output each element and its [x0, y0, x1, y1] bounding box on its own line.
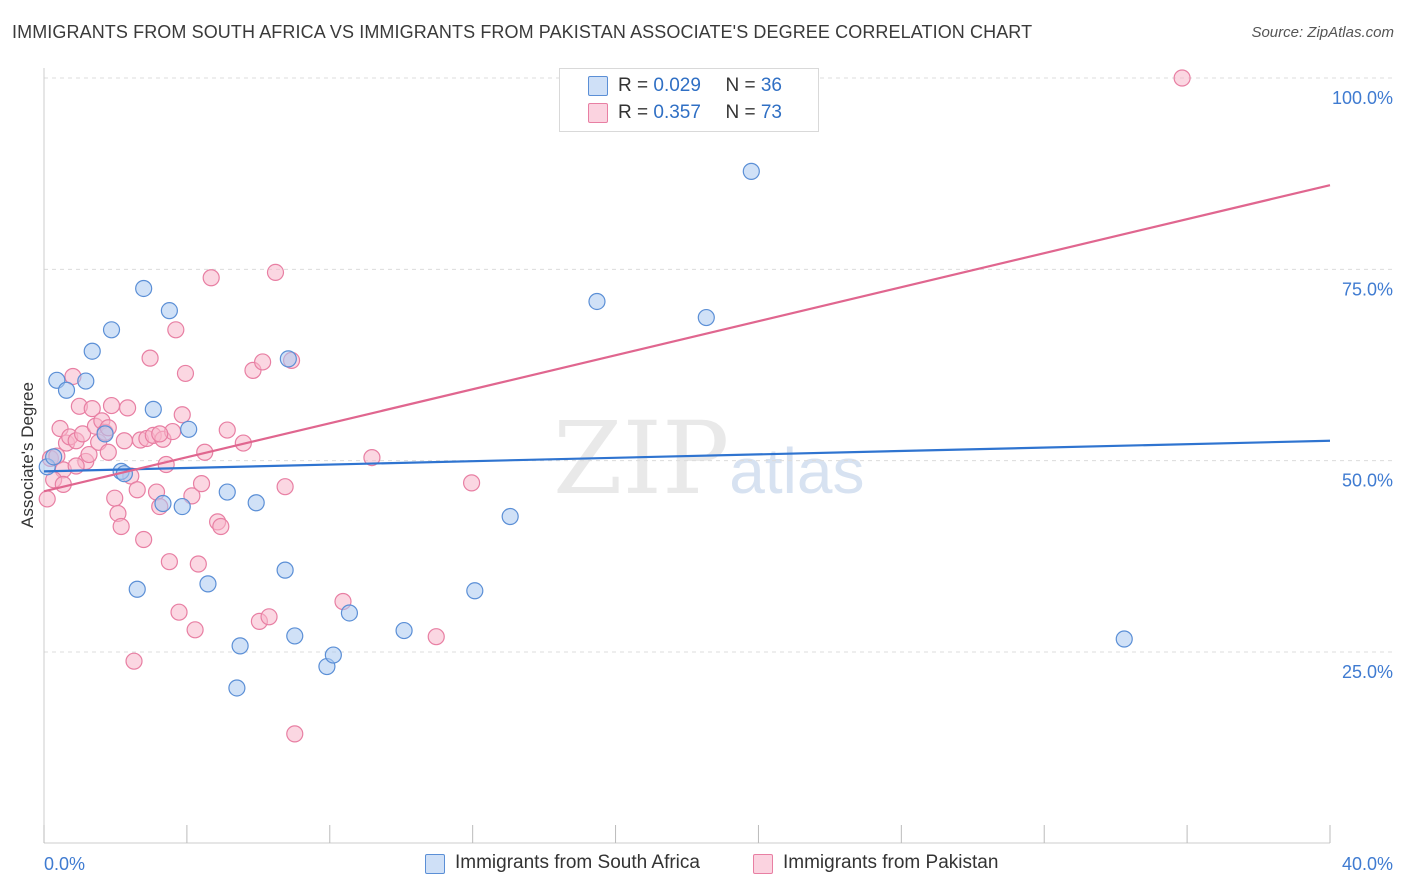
pakistan-point	[183, 487, 201, 505]
south-africa-r-value: 0.029	[653, 75, 701, 96]
pakistan-point	[286, 725, 304, 743]
south-africa-point	[57, 381, 76, 399]
pakistan-point	[260, 608, 278, 626]
pakistan-point	[102, 396, 121, 415]
pakistan-point	[186, 621, 204, 639]
pakistan-point	[202, 269, 220, 287]
pakistan-point	[363, 449, 381, 467]
pakistan-point	[99, 443, 117, 461]
south-africa-point	[228, 679, 246, 697]
pakistan-point	[160, 553, 178, 571]
pakistan-point	[276, 478, 294, 496]
pakistan-point	[125, 652, 143, 670]
pakistan-n-value: 73	[760, 102, 782, 123]
y-tick-label-75: 75.0%	[1342, 279, 1393, 299]
bottom-legend-south-africa-label: Immigrants from South Africa	[455, 852, 700, 873]
south-africa-point	[45, 448, 63, 466]
south-africa-point	[77, 372, 95, 390]
pakistan-point	[167, 321, 185, 339]
watermark-atlas: atlas	[729, 435, 865, 507]
pakistan-r-value: 0.357	[653, 102, 701, 123]
south-africa-point	[742, 162, 760, 180]
south-africa-point	[286, 627, 304, 645]
south-africa-point	[218, 483, 236, 501]
pakistan-point	[212, 517, 230, 536]
bottom-legend-pakistan-label: Immigrants from Pakistan	[783, 852, 999, 873]
south-africa-point	[180, 420, 198, 438]
south-africa-point	[96, 425, 114, 443]
south-africa-point	[135, 279, 153, 298]
pakistan-point	[73, 425, 92, 443]
south-africa-point	[154, 494, 172, 513]
pakistan-point	[106, 489, 124, 507]
south-africa-point	[1115, 630, 1133, 648]
pakistan-swatch	[588, 103, 608, 123]
south-africa-n-label: N =	[725, 75, 761, 96]
pakistan-point	[115, 432, 133, 450]
south-africa-point	[395, 621, 413, 640]
x-tick-label-min: 0.0%	[44, 854, 85, 874]
pakistan-point	[151, 425, 169, 443]
correlation-legend: R = 0.029 N = 36 R = 0.357 N = 73	[559, 68, 819, 132]
south-africa-point	[466, 582, 484, 600]
bottom-legend-south-africa-swatch	[425, 854, 445, 874]
south-africa-point	[102, 321, 121, 339]
pakistan-point	[135, 530, 153, 549]
south-africa-n-value: 36	[760, 75, 782, 96]
y-tick-label-50: 50.0%	[1342, 471, 1393, 491]
south-africa-point	[128, 580, 146, 598]
pakistan-point	[128, 481, 146, 499]
chart-title: IMMIGRANTS FROM SOUTH AFRICA VS IMMIGRAN…	[12, 22, 1033, 42]
pakistan-point	[141, 349, 159, 367]
x-tick-label-max: 40.0%	[1342, 854, 1393, 874]
pakistan-point	[192, 475, 211, 493]
south-africa-point	[324, 646, 342, 664]
south-africa-point	[340, 604, 359, 622]
south-africa-point	[247, 494, 265, 512]
pakistan-point	[176, 364, 195, 383]
south-africa-point	[83, 342, 101, 360]
south-africa-point	[199, 575, 217, 593]
pakistan-point	[218, 421, 236, 439]
south-africa-swatch	[588, 76, 608, 96]
bottom-legend-pakistan-swatch	[753, 854, 773, 874]
y-tick-label-100: 100.0%	[1332, 88, 1393, 108]
source-label: Source: ZipAtlas.com	[1251, 24, 1394, 41]
pakistan-point	[189, 555, 207, 573]
pakistan-point	[118, 399, 137, 417]
pakistan-trend-line	[43, 184, 1331, 493]
pakistan-point	[38, 490, 56, 508]
pakistan-point	[80, 445, 98, 464]
south-africa-point	[160, 302, 178, 320]
south-africa-point	[279, 350, 297, 368]
south-africa-r-label: R =	[618, 75, 654, 96]
pakistan-point	[170, 603, 188, 621]
pakistan-point	[266, 263, 285, 281]
south-africa-point	[144, 400, 162, 418]
south-africa-point	[588, 292, 606, 311]
south-africa-point	[697, 308, 715, 327]
pakistan-point	[1173, 69, 1191, 87]
pakistan-r-label: R =	[618, 102, 654, 123]
pakistan-point	[112, 517, 130, 536]
y-tick-label-25: 25.0%	[1342, 662, 1393, 682]
south-africa-point	[501, 507, 519, 526]
pakistan-point	[427, 628, 445, 646]
south-africa-trend-line	[43, 439, 1331, 473]
pakistan-point	[462, 474, 481, 492]
pakistan-n-label: N =	[725, 102, 761, 123]
south-africa-point	[231, 637, 249, 655]
pakistan-point	[83, 400, 101, 418]
pakistan-point	[254, 353, 272, 371]
pakistan-point	[173, 406, 191, 424]
south-africa-point	[276, 561, 294, 579]
south-africa-point	[173, 497, 191, 516]
